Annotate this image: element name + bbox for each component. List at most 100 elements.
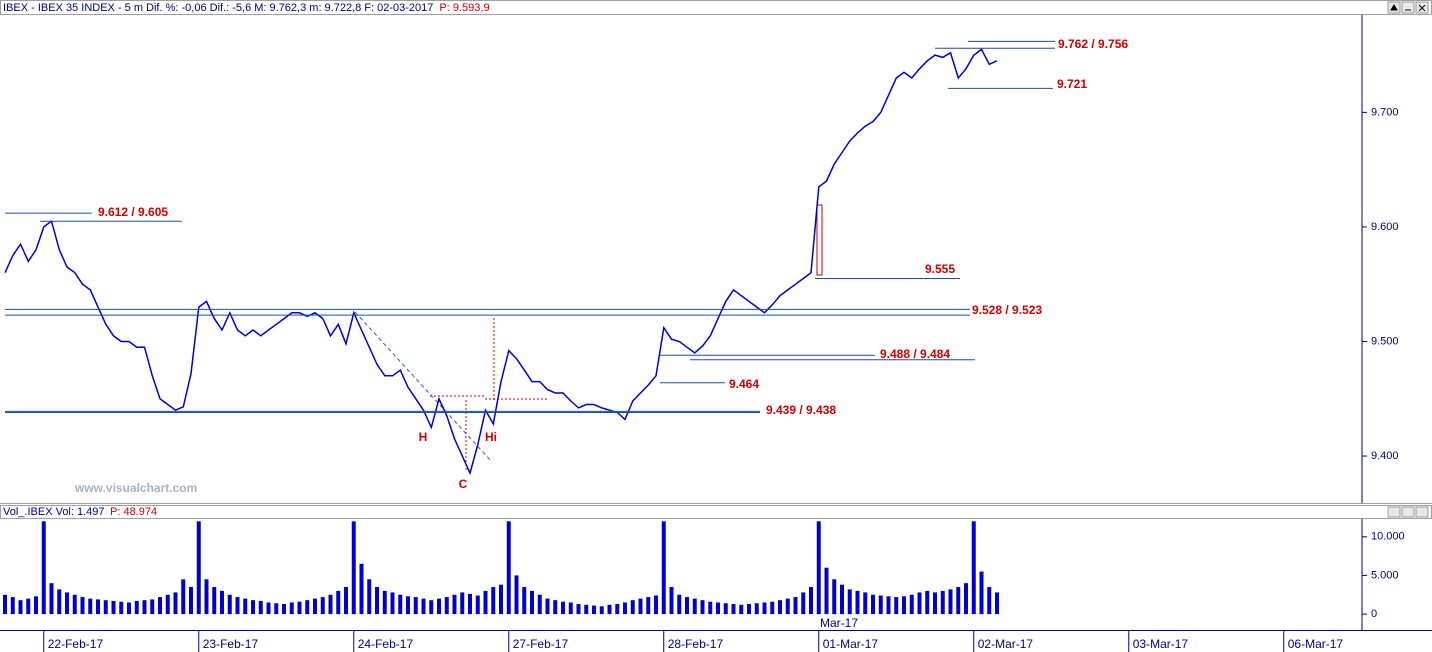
volume-bar — [801, 592, 806, 615]
volume-bar — [762, 602, 767, 615]
y-tick-label: 9.400 — [1371, 450, 1399, 462]
header-info: IBEX - IBEX 35 INDEX - 5 m Dif. %: -0,06… — [3, 2, 433, 14]
volume-bar — [971, 521, 976, 615]
volume-bar — [592, 605, 596, 615]
volume-bar — [235, 597, 240, 615]
icon — [1418, 4, 1426, 12]
button-minimize[interactable] — [1401, 1, 1415, 14]
volume-bar — [196, 521, 201, 615]
window-buttons[interactable] — [1387, 506, 1429, 518]
volume-bar — [545, 598, 550, 615]
volume-bar — [320, 597, 325, 615]
volume-bar — [816, 521, 821, 615]
gap-candle — [816, 204, 823, 276]
volume-bar — [274, 603, 279, 615]
volume-bar — [878, 595, 883, 615]
volume-bar — [26, 598, 31, 615]
volume-bar — [979, 571, 984, 615]
volume-bar — [336, 590, 341, 615]
level-label: 9.439 / 9.438 — [766, 403, 836, 417]
volume-bar — [956, 587, 961, 615]
level-label: 9.612 / 9.605 — [98, 205, 168, 219]
volume-bar — [778, 600, 782, 615]
volume-bar — [305, 600, 310, 615]
volume-bar — [142, 600, 147, 615]
volume-bar — [654, 595, 658, 615]
button-minimize[interactable] — [1401, 506, 1415, 518]
volume-bar — [127, 602, 131, 615]
volume-bar — [933, 592, 937, 615]
volume-bar — [530, 590, 534, 615]
volume-bar — [553, 600, 558, 615]
volume-bar — [297, 601, 302, 615]
trend-line — [354, 311, 493, 463]
volume-subtitle: P: 48.974 — [110, 506, 157, 518]
volume-bar — [561, 601, 565, 615]
y-tick-label: 9.600 — [1371, 221, 1399, 233]
y-tick-label: 9.700 — [1371, 106, 1399, 118]
volume-bar — [902, 596, 906, 615]
volume-bar — [72, 594, 77, 615]
volume-bar — [909, 594, 914, 615]
volume-bar — [390, 592, 395, 615]
volume-bar — [437, 598, 441, 615]
volume-bar — [165, 594, 170, 615]
volume-bar — [421, 598, 426, 615]
volume-bar — [103, 600, 108, 615]
level-label: 9.464 — [729, 377, 759, 391]
y-tick-label: 10.000 — [1371, 531, 1405, 543]
pattern-label: Hi — [485, 430, 497, 444]
volume-bar — [809, 587, 813, 615]
button-close[interactable] — [1415, 506, 1429, 518]
volume-bar — [258, 600, 263, 615]
volume-bar — [452, 594, 457, 615]
volume-title: Vol_.IBEX Vol: 1.497 — [3, 506, 105, 518]
price-line — [4, 48, 998, 476]
header-price: P: 9.593,9 — [439, 2, 489, 14]
volume-bar — [863, 592, 868, 615]
volume-header — [0, 505, 1432, 519]
pattern-label: C — [459, 477, 468, 491]
volume-bar — [537, 594, 542, 615]
volume-bar — [282, 604, 286, 615]
volume-bar — [700, 600, 705, 615]
volume-bar — [491, 587, 496, 615]
volume-bar — [917, 592, 922, 615]
level-label: 9.721 — [1057, 77, 1087, 91]
volume-bar — [189, 587, 193, 615]
level-label: 9.528 / 9.523 — [972, 303, 1042, 317]
x-tick-label: 23-Feb-17 — [203, 637, 259, 651]
volume-bar — [716, 602, 720, 615]
volume-bar — [134, 600, 139, 615]
y-tick-label: 9.500 — [1371, 335, 1399, 347]
volume-bar — [747, 604, 751, 615]
volume-bar — [638, 598, 643, 615]
level-label: 9.488 / 9.484 — [880, 347, 950, 361]
volume-bar — [669, 587, 674, 615]
volume-bar — [584, 604, 589, 615]
volume-bar — [111, 600, 116, 615]
volume-bar — [375, 587, 379, 615]
volume-bar — [413, 597, 418, 615]
volume-bar — [623, 602, 627, 615]
volume-bar — [313, 598, 317, 615]
volume-bar — [576, 604, 581, 615]
volume-bar — [344, 587, 348, 615]
watermark: www.visualchart.com — [74, 481, 197, 495]
volume-bar — [708, 601, 713, 615]
x-tick-label: 24-Feb-17 — [358, 637, 414, 651]
volume-bar — [158, 597, 162, 615]
level-label: 9.555 — [925, 262, 955, 276]
volume-bar — [855, 590, 860, 615]
x-tick-label: 06-Mar-17 — [1288, 637, 1344, 651]
volume-bar — [460, 592, 465, 615]
volume-bar — [840, 584, 844, 615]
volume-bar — [793, 597, 798, 615]
volume-bar — [10, 597, 15, 615]
volume-bar — [227, 594, 232, 615]
button-up[interactable] — [1387, 506, 1401, 518]
window-buttons[interactable] — [1387, 1, 1429, 14]
volume-bar — [770, 601, 775, 615]
